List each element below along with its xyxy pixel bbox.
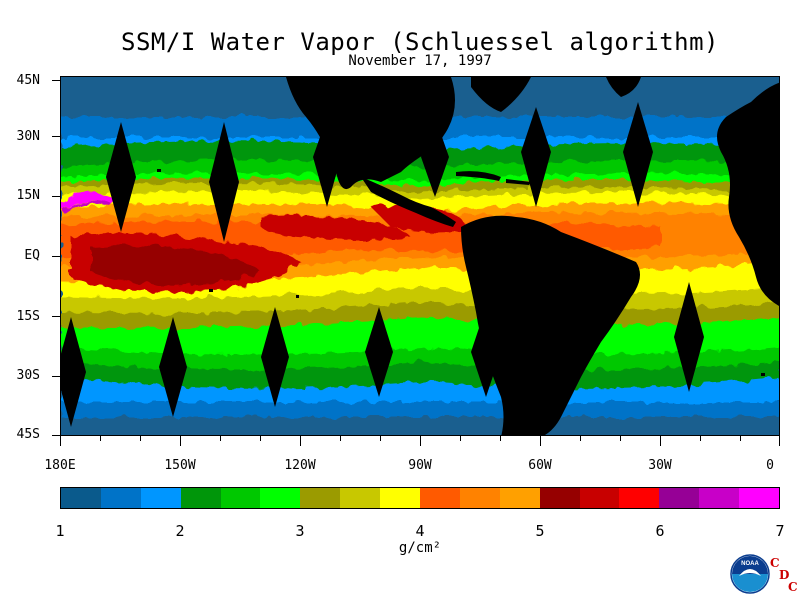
lon-label-180e: 180E	[44, 458, 76, 473]
lon-tick	[420, 436, 421, 446]
lon-tick	[540, 436, 541, 446]
colorbar-label-3: 3	[295, 522, 305, 540]
lon-label-0: 0	[766, 458, 774, 473]
colorbar-segment-17	[739, 488, 780, 508]
lat-label-15s: 15S	[16, 309, 40, 324]
lat-label-30s: 30S	[16, 368, 40, 383]
lon-tick	[580, 436, 581, 441]
land-masses	[157, 77, 779, 435]
colorbar-segment-6	[300, 488, 341, 508]
lat-tick	[52, 376, 60, 377]
colorbar-segment-2	[140, 488, 181, 508]
cdc-letter-c1: C	[770, 556, 780, 570]
lat-label-eq: EQ	[24, 248, 40, 263]
lon-tick	[300, 436, 301, 446]
colorbar-segment-10	[459, 488, 500, 508]
colorbar-segment-16	[699, 488, 740, 508]
lon-label-120w: 120W	[284, 458, 316, 473]
colorbar-label-5: 5	[535, 522, 545, 540]
colorbar-segment-11	[499, 488, 540, 508]
lon-tick	[100, 436, 101, 441]
noaa-logo: NOAA	[730, 554, 770, 594]
colorbar-label-4: 4	[415, 522, 425, 540]
lat-tick	[52, 196, 60, 197]
colorbar-segment-5	[260, 488, 301, 508]
lon-tick	[340, 436, 341, 441]
lon-tick	[660, 436, 661, 446]
lat-tick	[52, 435, 60, 436]
colorbar-segment-1	[100, 488, 141, 508]
lat-label-30n: 30N	[16, 129, 40, 144]
lon-tick	[180, 436, 181, 446]
lon-tick	[779, 436, 780, 446]
colorbar-segment-12	[539, 488, 580, 508]
lon-tick	[500, 436, 501, 441]
lon-tick	[460, 436, 461, 441]
lon-tick	[220, 436, 221, 441]
colorbar-label-1: 1	[55, 522, 65, 540]
lat-tick	[52, 80, 60, 81]
colorbar-segment-3	[180, 488, 221, 508]
lon-tick	[380, 436, 381, 441]
lon-label-150w: 150W	[164, 458, 196, 473]
cdc-letter-d: D	[779, 568, 790, 582]
lat-label-45s: 45S	[16, 427, 40, 442]
map-canvas	[61, 77, 779, 435]
colorbar-label-2: 2	[175, 522, 185, 540]
colorbar-units: g/cm²	[398, 540, 442, 556]
lat-label-15n: 15N	[16, 188, 40, 203]
map-date: November 17, 1997	[348, 53, 492, 69]
colorbar	[60, 487, 780, 509]
colorbar-segment-9	[420, 488, 460, 508]
lon-tick	[260, 436, 261, 441]
colorbar-label-6: 6	[655, 522, 665, 540]
lat-tick	[52, 256, 60, 257]
water-vapor-map	[60, 76, 780, 436]
lat-tick	[52, 136, 60, 137]
colorbar-segment-15	[659, 488, 700, 508]
noaa-logo-text: NOAA	[741, 561, 759, 567]
colorbar-label-7: 7	[775, 522, 785, 540]
lat-label-45n: 45N	[16, 73, 40, 88]
lon-label-60w: 60W	[528, 458, 552, 473]
colorbar-segment-4	[220, 488, 261, 508]
lon-tick	[740, 436, 741, 441]
colorbar-segment-7	[340, 488, 381, 508]
lon-label-30w: 30W	[648, 458, 672, 473]
lon-tick	[140, 436, 141, 441]
lon-tick	[620, 436, 621, 441]
cdc-letter-c2: C	[788, 580, 798, 594]
lon-tick	[60, 436, 61, 446]
lat-tick	[52, 316, 60, 317]
colorbar-segment-14	[619, 488, 660, 508]
colorbar-segment-13	[579, 488, 620, 508]
lon-label-90w: 90W	[408, 458, 432, 473]
colorbar-segment-0	[61, 488, 101, 508]
colorbar-segment-8	[380, 488, 421, 508]
lon-tick	[700, 436, 701, 441]
map-title: SSM/I Water Vapor (Schluessel algorithm)	[121, 28, 719, 56]
no-data-swaths	[61, 102, 704, 427]
